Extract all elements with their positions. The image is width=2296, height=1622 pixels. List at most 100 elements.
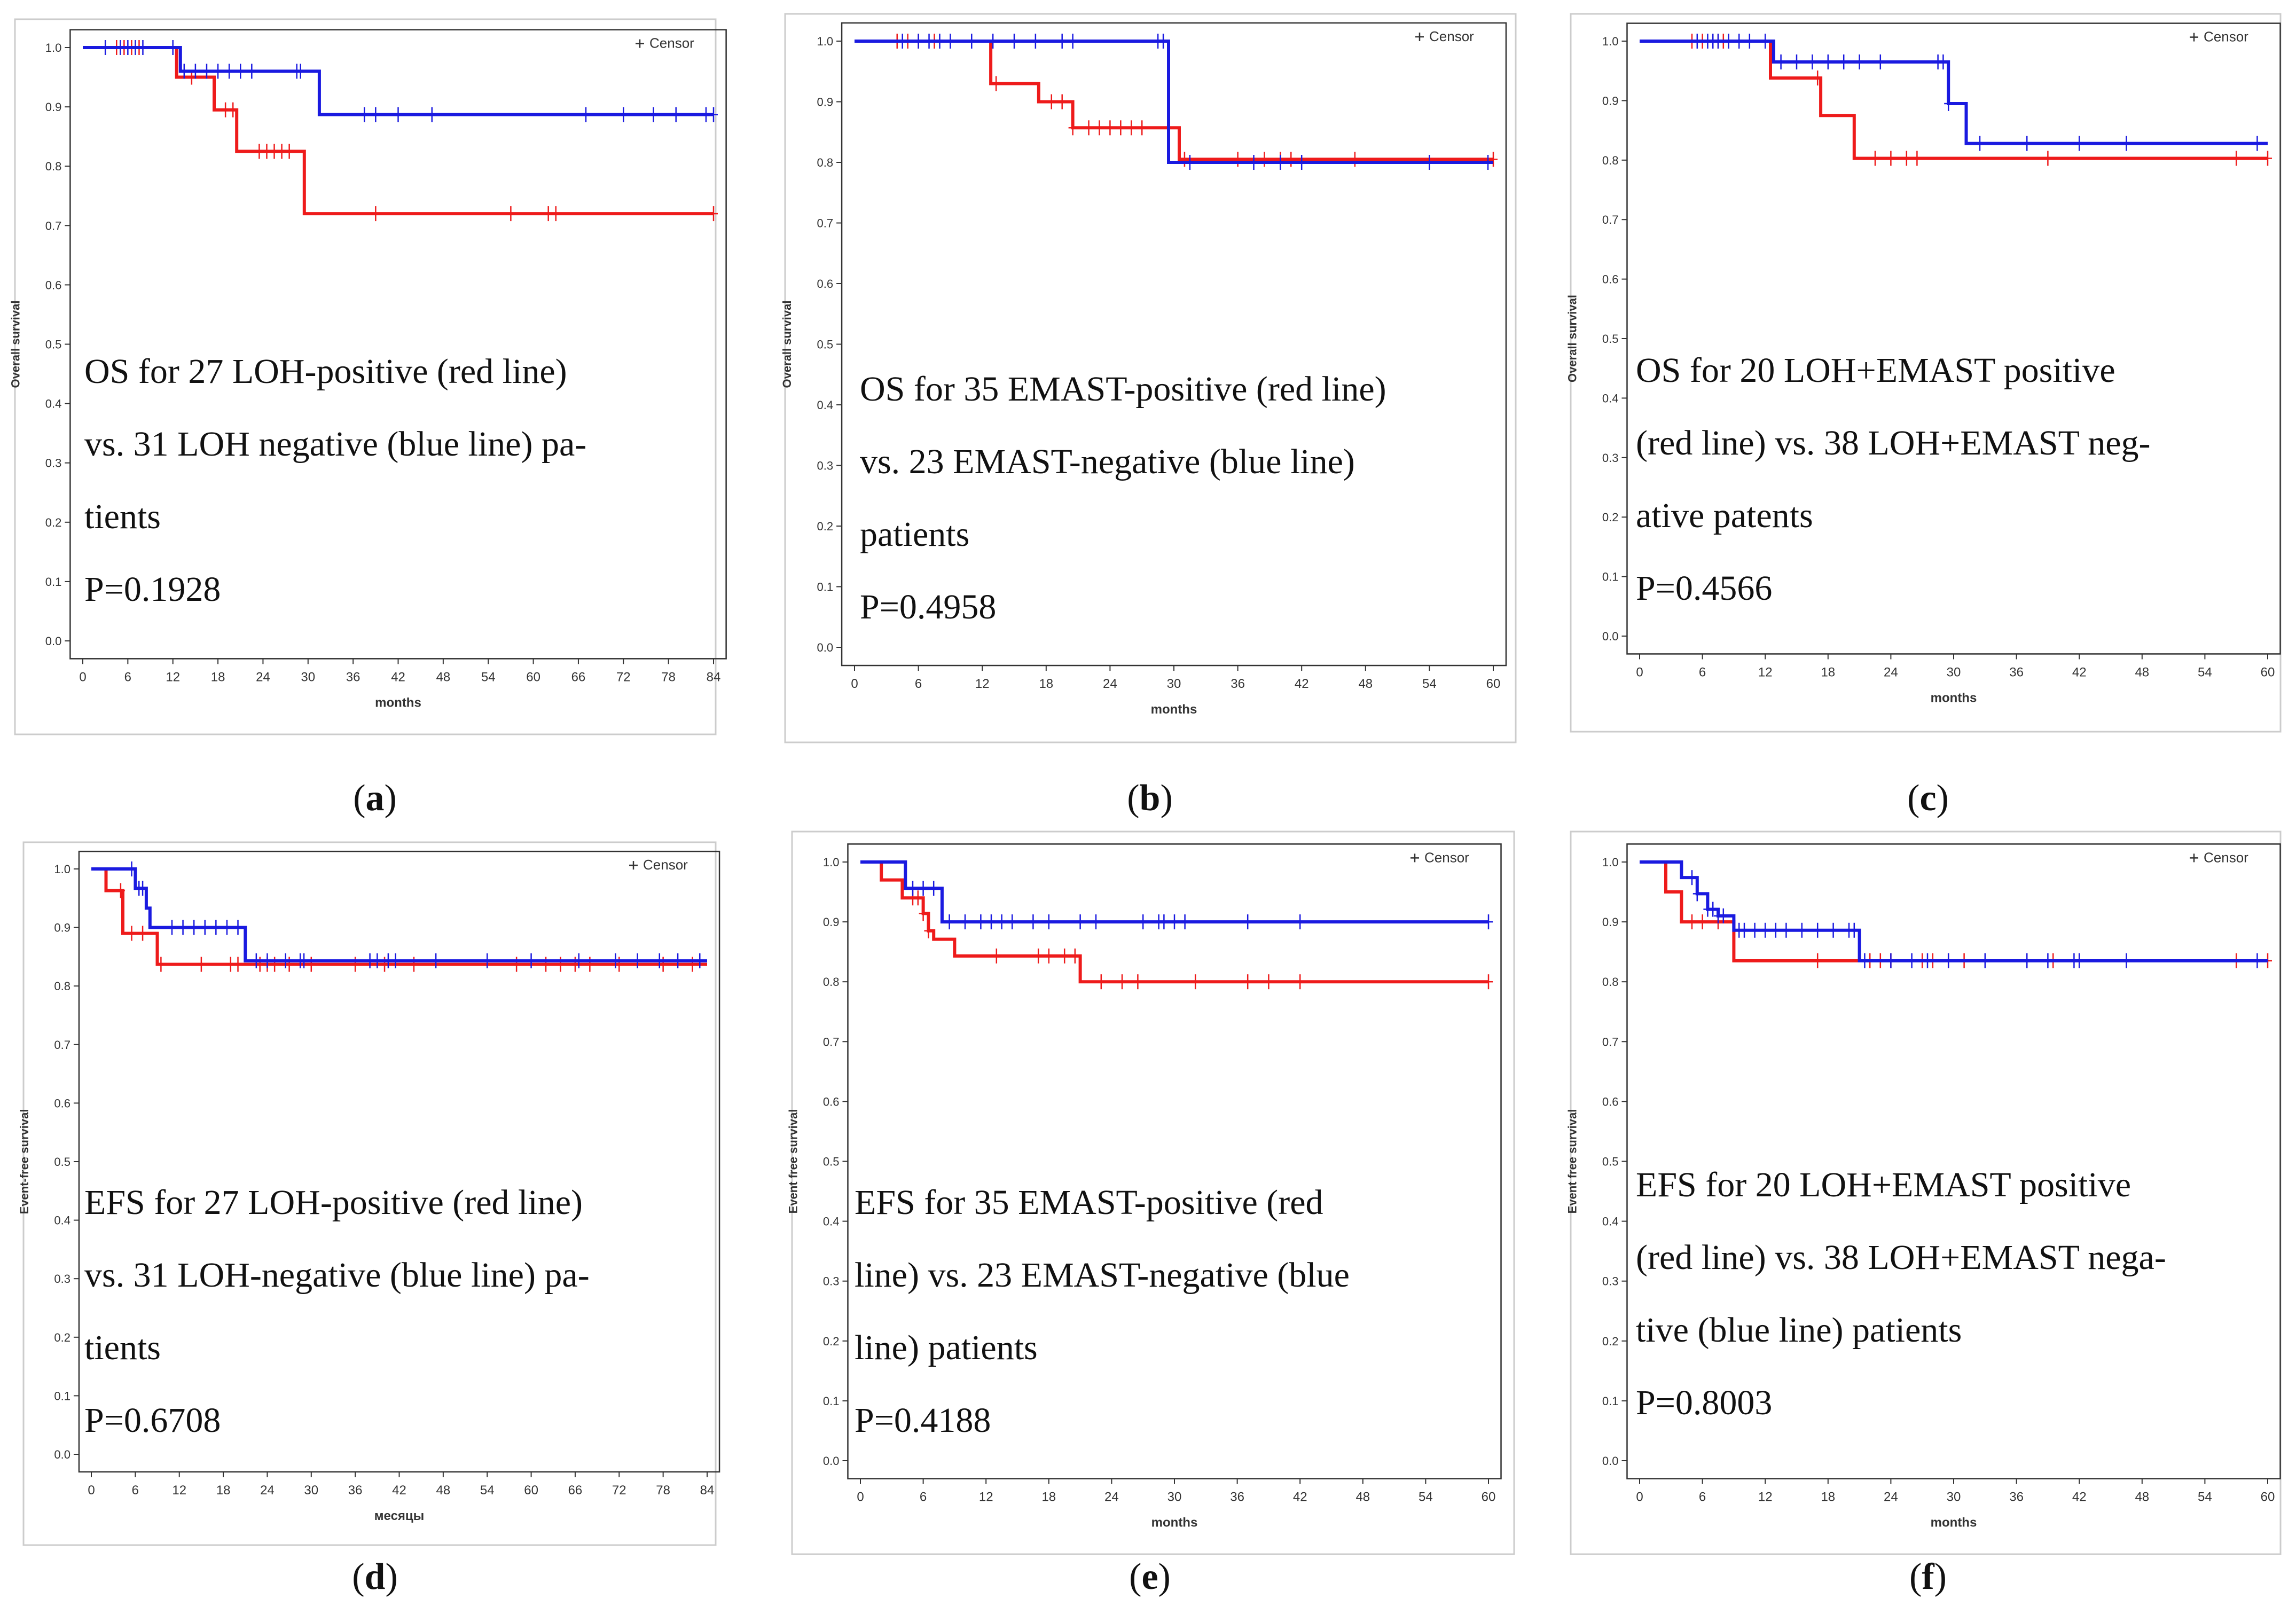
y-tick-label: 0.0 — [1602, 630, 1619, 643]
panel-frame — [791, 830, 1515, 1555]
paren: ) — [385, 778, 397, 819]
panel-frame — [14, 18, 717, 735]
x-tick-label: 42 — [391, 670, 405, 684]
km-panel-f: 0.0 0.1 0.2 0.3 0.4 0.5 0.6 0.7 0.8 0.9 1.0 0 6 12 18 2… — [1565, 830, 2282, 1597]
caption-line: P=0.4958 — [860, 587, 996, 626]
series-blue — [91, 861, 707, 969]
y-tick-label: 0.1 — [817, 581, 833, 594]
x-tick-label: 18 — [1039, 677, 1053, 691]
y-tick-label: 0.6 — [823, 1095, 840, 1108]
y-tick-label: 1.0 — [823, 856, 840, 869]
x-tick-label: 6 — [915, 677, 922, 691]
x-tick-label: 36 — [1231, 677, 1245, 691]
y-tick-label: 1.0 — [45, 41, 62, 54]
y-tick-label: 0.1 — [54, 1389, 70, 1402]
x-tick-label: 6 — [1699, 1490, 1706, 1505]
caption-line: vs. 31 LOH-negative (blue line) pa- — [84, 1256, 590, 1295]
y-tick-label: 0.4 — [817, 398, 833, 412]
x-axis-label: months — [375, 695, 421, 710]
x-tick-label: 24 — [256, 670, 270, 684]
y-tick-label: 1.0 — [1602, 856, 1619, 869]
x-tick-label: 54 — [481, 670, 496, 684]
km-panel-e: 0.0 0.1 0.2 0.3 0.4 0.5 0.6 0.7 0.8 0.9 1.0 0 6 12 18 2… — [786, 830, 1515, 1597]
y-axis-label: Overall survival — [780, 301, 794, 388]
legend: Censor — [2190, 29, 2248, 45]
y-tick-label: 0.9 — [1602, 915, 1619, 929]
y-tick-label: 0.7 — [54, 1038, 70, 1052]
x-tick-label: 30 — [1167, 1490, 1182, 1505]
panel-letter: (b) — [1127, 778, 1173, 819]
y-tick-label: 0.8 — [1602, 154, 1619, 167]
x-tick-label: 30 — [1167, 677, 1181, 691]
legend-label: Censor — [649, 35, 694, 51]
y-tick-label: 0.7 — [45, 219, 62, 232]
series-blue — [1640, 34, 2268, 151]
legend-label: Censor — [2204, 29, 2248, 45]
paren: ) — [1160, 778, 1172, 819]
y-axis-label: Event free survival — [786, 1109, 800, 1214]
y-tick-label: 0.8 — [45, 160, 62, 173]
x-tick-label: 18 — [1821, 1490, 1835, 1505]
x-tick-label: 72 — [616, 670, 631, 684]
y-tick-label: 0.3 — [1602, 1275, 1619, 1288]
x-tick-label: 24 — [1103, 677, 1117, 691]
x-tick-label: 60 — [524, 1483, 538, 1498]
x-tick-label: 0 — [851, 677, 858, 691]
x-tick-label: 30 — [1947, 1490, 1961, 1505]
y-tick-label: 0.7 — [823, 1035, 840, 1048]
y-tick-label: 0.4 — [54, 1214, 70, 1227]
caption-line: P=0.1928 — [84, 570, 221, 609]
y-tick-label: 0.2 — [1602, 1335, 1619, 1348]
x-tick-label: 12 — [166, 670, 180, 684]
legend-label: Censor — [643, 857, 688, 873]
series-blue — [1640, 860, 2268, 968]
y-tick-label: 0.4 — [45, 397, 62, 411]
km-curve-blue — [91, 867, 707, 963]
x-tick-label: 0 — [857, 1490, 864, 1505]
y-tick-label: 0.0 — [54, 1448, 70, 1461]
y-tick-label: 0.8 — [817, 156, 833, 169]
y-tick-label: 0.0 — [823, 1454, 840, 1468]
y-tick-label: 0.4 — [1602, 1215, 1619, 1228]
caption-line: tients — [84, 497, 161, 536]
km-curve-red — [1640, 860, 2268, 962]
panel-letter-value: f — [1922, 1556, 1934, 1597]
panel-letter-value: b — [1140, 778, 1161, 819]
caption-line: P=0.6708 — [84, 1401, 221, 1440]
paren: ( — [1909, 1556, 1922, 1597]
caption-line: P=0.4566 — [1636, 569, 1772, 608]
km-panel-b: 0.0 0.1 0.2 0.3 0.4 0.5 0.6 0.7 0.8 0.9 1.0 0 6 12 18 2… — [780, 13, 1517, 819]
paren: ( — [1129, 1556, 1141, 1597]
y-tick-label: 0.5 — [1602, 332, 1619, 346]
y-tick-label: 0.7 — [817, 217, 833, 230]
caption-line: OS for 35 EMAST-positive (red line) — [860, 370, 1386, 409]
y-tick-label: 0.3 — [823, 1275, 840, 1288]
x-tick-label: 72 — [612, 1483, 626, 1498]
paren: ) — [1934, 1556, 1947, 1597]
x-axis-label: months — [1931, 1516, 1977, 1530]
y-tick-label: 0.4 — [823, 1215, 840, 1228]
x-tick-label: 60 — [1482, 1490, 1496, 1505]
y-tick-label: 0.8 — [823, 975, 840, 989]
x-tick-label: 36 — [2009, 665, 2024, 679]
y-tick-label: 0.0 — [45, 634, 62, 648]
y-tick-label: 0.9 — [54, 921, 70, 935]
y-tick-label: 0.2 — [45, 516, 62, 529]
x-tick-label: 24 — [1884, 665, 1898, 679]
y-tick-label: 0.5 — [45, 338, 62, 351]
km-curve-red — [91, 867, 707, 966]
series-blue — [855, 34, 1493, 170]
panel-frame — [1570, 13, 2282, 733]
x-tick-label: 12 — [1758, 1490, 1773, 1505]
caption-line: EFS for 35 EMAST-positive (red — [855, 1183, 1323, 1222]
paren: ) — [1158, 1556, 1171, 1597]
panel-letter-value: d — [365, 1556, 386, 1597]
caption-line: tients — [84, 1328, 161, 1367]
paren: ( — [1907, 778, 1919, 819]
x-tick-label: 36 — [346, 670, 361, 684]
caption-line: vs. 31 LOH negative (blue line) pa- — [84, 425, 586, 464]
x-tick-label: 48 — [1355, 1490, 1370, 1505]
legend: Censor — [629, 857, 688, 873]
km-curve-red — [1640, 40, 2268, 160]
